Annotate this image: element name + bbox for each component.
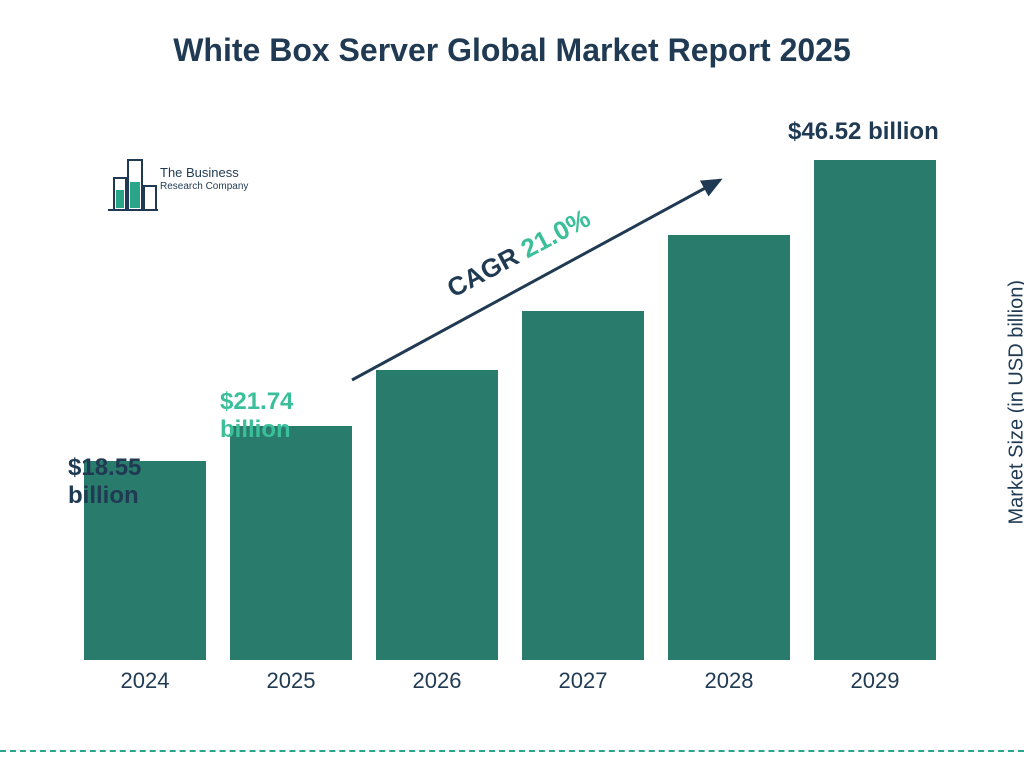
x-axis-label: 2025 bbox=[226, 668, 356, 694]
bar-slot: 2027 bbox=[518, 311, 648, 660]
chart-title-text: White Box Server Global Market Report 20… bbox=[173, 32, 851, 68]
bar-slot: 2029 bbox=[810, 160, 940, 660]
bar-slot: 2026 bbox=[372, 370, 502, 660]
bar-slot: 2028 bbox=[664, 235, 794, 660]
value-label: $21.74billion bbox=[220, 388, 360, 443]
bar bbox=[230, 426, 352, 660]
x-axis-label: 2024 bbox=[80, 668, 210, 694]
bar bbox=[376, 370, 498, 660]
x-axis-label: 2028 bbox=[664, 668, 794, 694]
bar-container: 202420252026202720282029 bbox=[80, 130, 940, 660]
bar bbox=[668, 235, 790, 660]
bar bbox=[522, 311, 644, 660]
y-axis-label: Market Size (in USD billion) bbox=[1006, 280, 1024, 525]
value-label: $18.55billion bbox=[68, 454, 208, 509]
value-label: $46.52 billion bbox=[788, 118, 988, 146]
bottom-divider bbox=[0, 750, 1024, 752]
x-axis-label: 2027 bbox=[518, 668, 648, 694]
y-axis-label-text: Market Size (in USD billion) bbox=[1006, 280, 1024, 525]
bar-slot: 2025 bbox=[226, 426, 356, 660]
bar bbox=[814, 160, 936, 660]
x-axis-label: 2029 bbox=[810, 668, 940, 694]
chart-area: 202420252026202720282029 bbox=[80, 130, 940, 700]
chart-title: White Box Server Global Market Report 20… bbox=[0, 32, 1024, 69]
x-axis-label: 2026 bbox=[372, 668, 502, 694]
